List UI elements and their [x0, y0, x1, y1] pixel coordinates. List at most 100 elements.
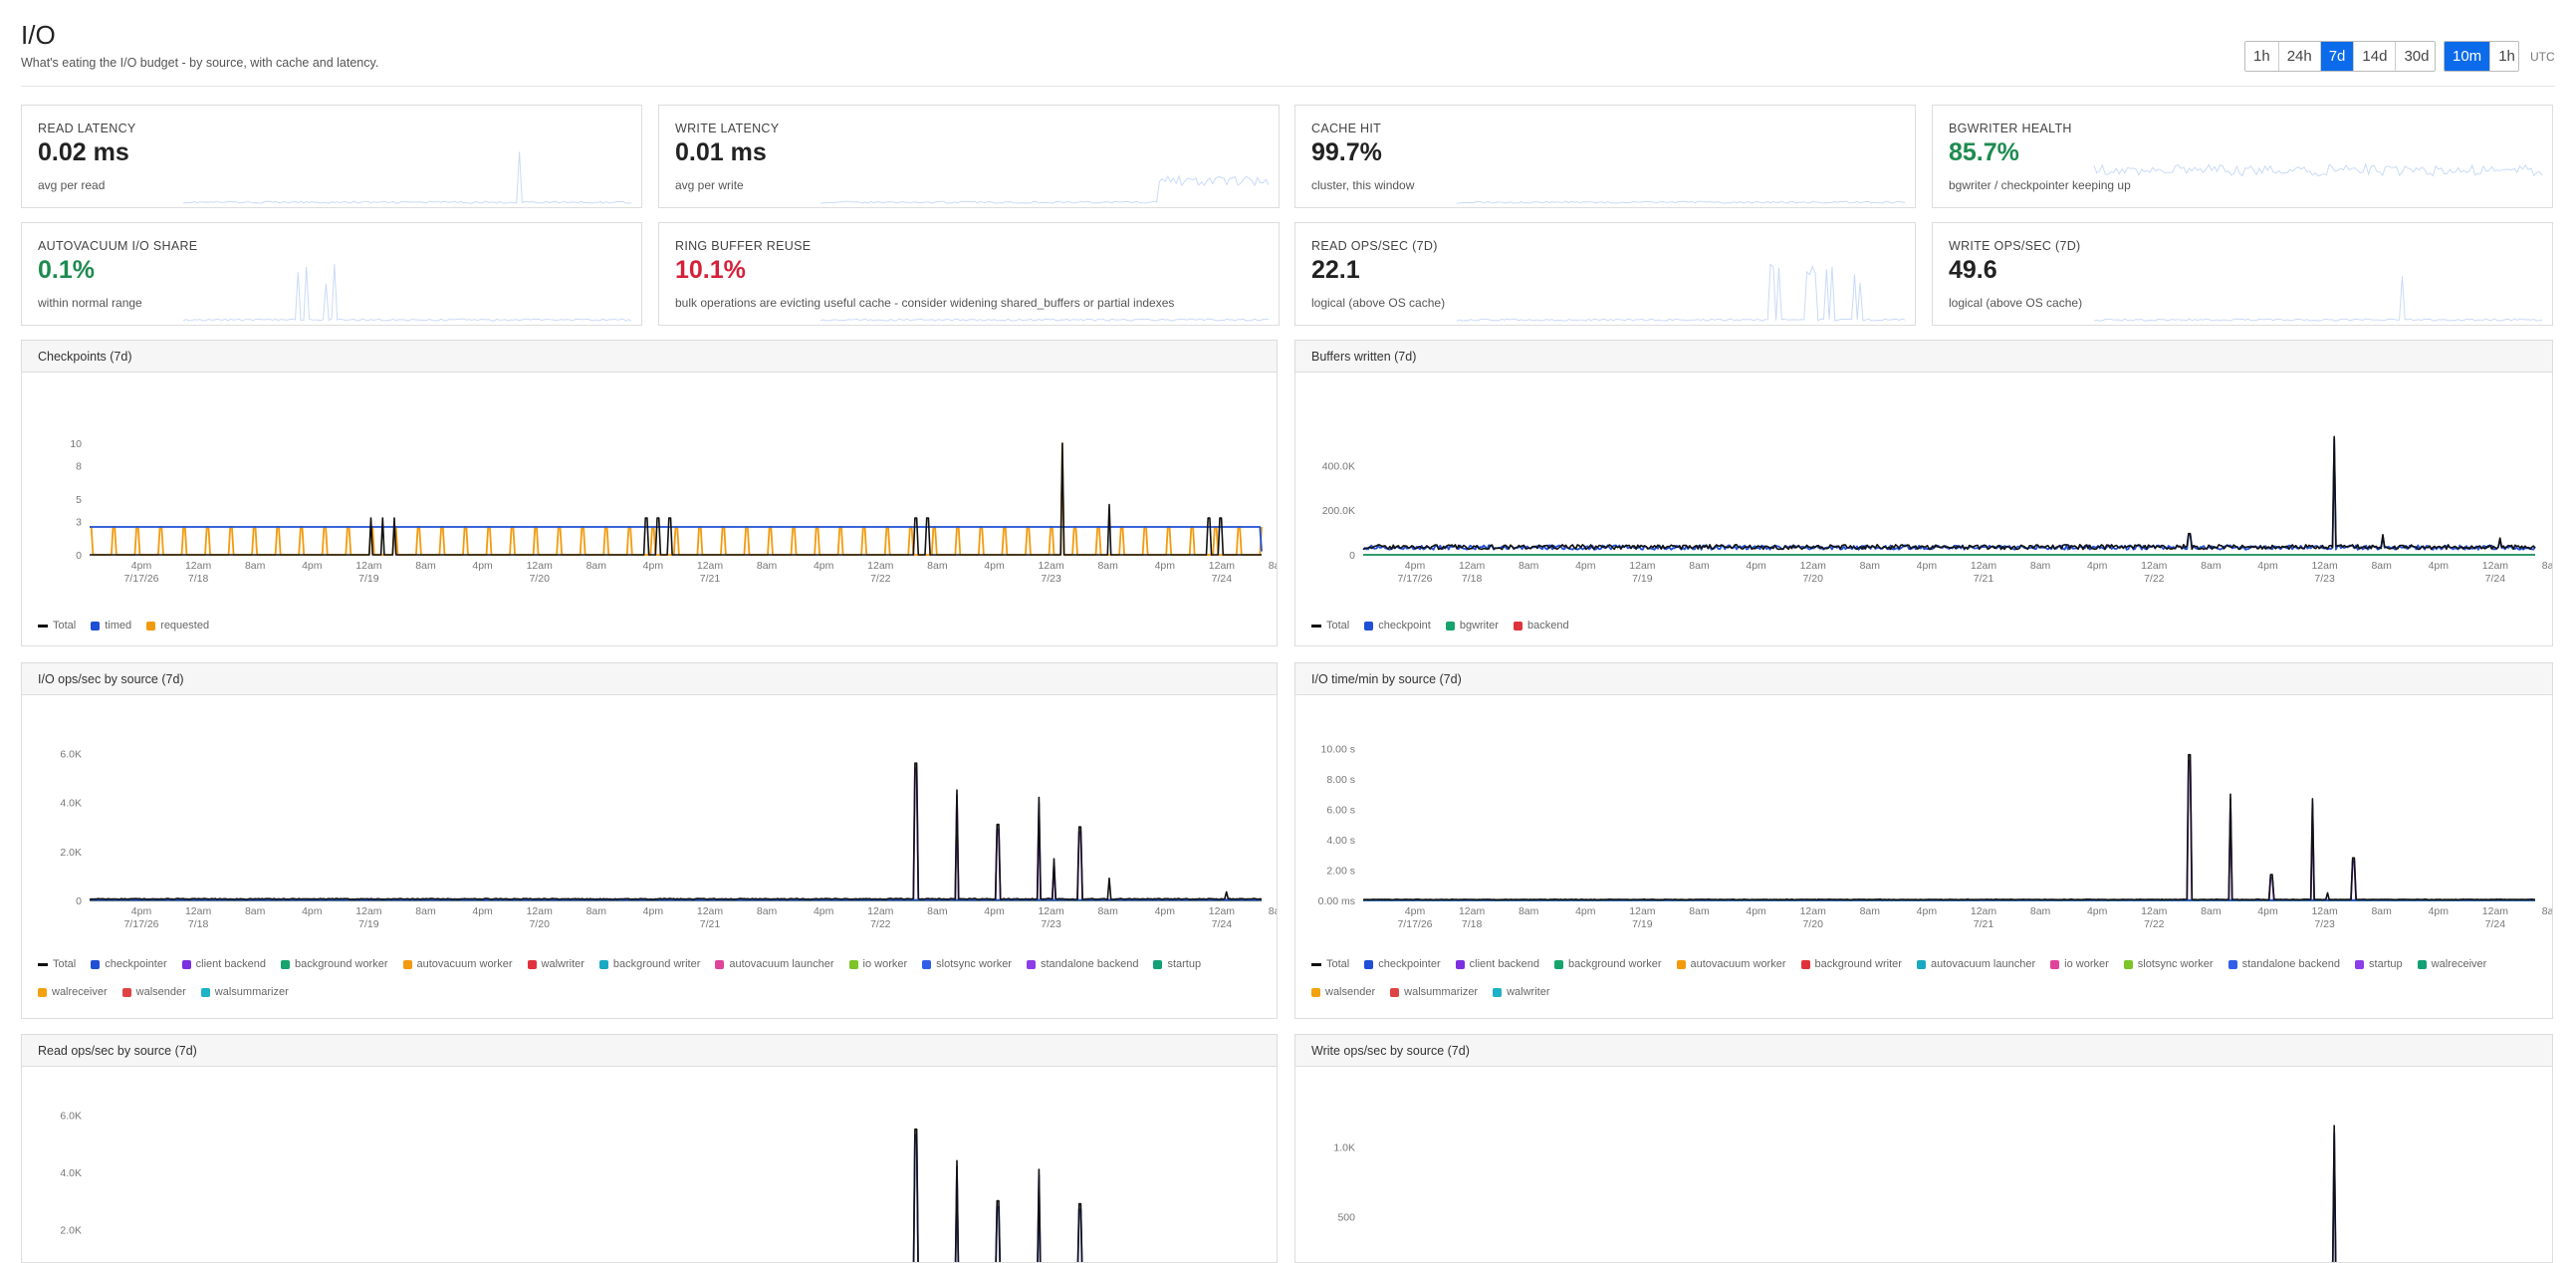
- legend-item-walsender[interactable]: walsender: [121, 986, 186, 998]
- legend-item-autovacuum-worker[interactable]: autovacuum worker: [402, 958, 513, 970]
- card-sparkline-line: [820, 174, 1270, 204]
- x-tick-label: 8am: [1689, 560, 1710, 572]
- x-tick-label: 8am: [927, 560, 948, 572]
- legend-item-total[interactable]: Total: [38, 620, 76, 632]
- legend-label: autovacuum launcher: [1930, 958, 2036, 970]
- x-tick-label: 4pm: [1575, 905, 1596, 917]
- x-tick-label: 12am: [2482, 560, 2509, 572]
- x-tick-label: 12am: [1209, 905, 1236, 917]
- legend-item-total[interactable]: Total: [38, 958, 76, 970]
- x-tick-label: 12am: [697, 560, 724, 572]
- x-tick-label: 12am: [2141, 560, 2168, 572]
- legend-swatch: [38, 987, 47, 997]
- legend-item-autovacuum-launcher[interactable]: autovacuum launcher: [715, 958, 834, 970]
- card-caption: logical (above OS cache): [1311, 296, 1446, 310]
- legend-item-bgwriter[interactable]: bgwriter: [1445, 620, 1499, 632]
- legend-label: checkpointer: [105, 958, 167, 970]
- chart-plot-area[interactable]: 500 1.0K: [1295, 1067, 2553, 1263]
- legend-label: autovacuum worker: [1690, 958, 1786, 970]
- x-tick-label: 4pm: [1405, 905, 1426, 917]
- chart-plot-area[interactable]: 2.0K 4.0K 6.0K: [22, 1067, 1278, 1263]
- bucket-button-1h[interactable]: 1h: [2490, 42, 2518, 71]
- legend-item-background-writer[interactable]: background writer: [598, 958, 700, 970]
- chart-plot-area[interactable]: 0.00 ms 2.00 s 4.00 s 6.00 s 8.00 s 10.00 s 4p…: [1295, 695, 2553, 1019]
- legend-item-client-backend[interactable]: client backend: [1455, 958, 1539, 970]
- x-tick-label: 4pm: [2087, 560, 2108, 572]
- legend-item-checkpoint[interactable]: checkpoint: [1364, 620, 1431, 632]
- card-sparkline-line: [2093, 162, 2543, 177]
- legend-label: standalone backend: [2241, 958, 2341, 970]
- chart-panel-io-ops-by-source: I/O ops/sec by source (7d) 0 2.0K 4.0K 6.0K 4…: [21, 662, 1278, 1019]
- range-button-30d[interactable]: 30d: [2396, 42, 2435, 71]
- legend-item-walreceiver[interactable]: walreceiver: [2417, 958, 2486, 970]
- legend-item-slotsync-worker[interactable]: slotsync worker: [2123, 958, 2214, 970]
- page-title: I/O: [21, 20, 56, 50]
- legend-label: walwriter: [1507, 986, 1550, 998]
- legend-swatch: [200, 987, 210, 997]
- legend-item-walwriter[interactable]: walwriter: [1493, 986, 1550, 998]
- legend-item-io-worker[interactable]: io worker: [848, 958, 907, 970]
- series-line-client-backend: [912, 1134, 1083, 1262]
- legend-item-startup[interactable]: startup: [1153, 958, 1201, 970]
- metric-card-autovacuum-i-o-share: AUTOVACUUM I/O SHARE 0.1% within normal ra…: [21, 222, 642, 326]
- x-tick-label: 8am: [2371, 560, 2392, 572]
- legend-item-walwriter[interactable]: walwriter: [527, 958, 585, 970]
- legend-swatch: [91, 959, 101, 969]
- y-tick-label: 500: [1337, 1212, 1355, 1224]
- legend-item-background-worker[interactable]: background worker: [1553, 958, 1662, 970]
- range-button-1h[interactable]: 1h: [2245, 42, 2279, 71]
- range-button-7d[interactable]: 7d: [2320, 42, 2355, 71]
- legend-item-backend[interactable]: backend: [1513, 620, 1569, 632]
- x-tick-date: 7/22: [2144, 573, 2165, 585]
- x-tick-label: 8am: [1860, 905, 1881, 917]
- bucket-button-10m[interactable]: 10m: [2445, 42, 2491, 71]
- legend-item-io-worker[interactable]: io worker: [2050, 958, 2109, 970]
- legend-item-checkpointer[interactable]: checkpointer: [1364, 958, 1441, 970]
- x-tick-label: 12am: [185, 905, 212, 917]
- legend-label: walsummarizer: [214, 986, 289, 998]
- chart-panel-buffers-written: Buffers written (7d) 0 200.0K 400.0K 4pm 7/17…: [1294, 340, 2553, 646]
- legend-item-standalone-backend[interactable]: standalone backend: [2227, 958, 2341, 970]
- legend-item-standalone-backend[interactable]: standalone backend: [1026, 958, 1138, 970]
- chart-title: Read ops/sec by source (7d): [22, 1035, 1277, 1067]
- x-tick-label: 4pm: [472, 905, 493, 917]
- legend-item-timed[interactable]: timed: [91, 620, 131, 632]
- legend-swatch: [91, 621, 101, 631]
- legend-swatch: [1311, 624, 1321, 628]
- legend-item-walsummarizer[interactable]: walsummarizer: [1390, 986, 1478, 998]
- legend-item-walsender[interactable]: walsender: [1311, 986, 1375, 998]
- header-divider: [21, 86, 2555, 87]
- legend-item-autovacuum-worker[interactable]: autovacuum worker: [1676, 958, 1786, 970]
- legend-item-background-writer[interactable]: background writer: [1800, 958, 1902, 970]
- chart-legend: Total checkpointer client backend backgroun…: [1311, 958, 2540, 998]
- range-button-24h[interactable]: 24h: [2278, 42, 2321, 71]
- legend-item-slotsync-worker[interactable]: slotsync worker: [922, 958, 1012, 970]
- card-label: BGWRITER HEALTH: [1949, 122, 2072, 135]
- legend-item-walsummarizer[interactable]: walsummarizer: [200, 986, 289, 998]
- range-button-14d[interactable]: 14d: [2354, 42, 2397, 71]
- card-value: 0.1%: [38, 256, 95, 284]
- legend-swatch: [715, 959, 725, 969]
- card-caption: cluster, this window: [1311, 178, 1415, 192]
- legend-item-checkpointer[interactable]: checkpointer: [91, 958, 167, 970]
- x-tick-label: 8am: [2030, 905, 2051, 917]
- legend-item-background-worker[interactable]: background worker: [280, 958, 388, 970]
- legend-item-total[interactable]: Total: [1311, 620, 1349, 632]
- legend-item-client-backend[interactable]: client backend: [181, 958, 266, 970]
- legend-label: autovacuum worker: [416, 958, 513, 970]
- legend-item-startup[interactable]: startup: [2355, 958, 2403, 970]
- x-tick-label: 12am: [1629, 560, 1656, 572]
- legend-swatch: [922, 959, 932, 969]
- legend-item-autovacuum-launcher[interactable]: autovacuum launcher: [1916, 958, 2036, 970]
- legend-item-total[interactable]: Total: [1311, 958, 1349, 970]
- legend-item-requested[interactable]: requested: [146, 620, 209, 632]
- card-sparkline: [182, 264, 632, 322]
- x-tick-date: 7/24: [1212, 573, 1233, 585]
- series-line-total: [89, 762, 1263, 900]
- x-tick-label: 4pm: [131, 905, 152, 917]
- legend-label: background worker: [1567, 958, 1662, 970]
- legend-item-walreceiver[interactable]: walreceiver: [38, 986, 108, 998]
